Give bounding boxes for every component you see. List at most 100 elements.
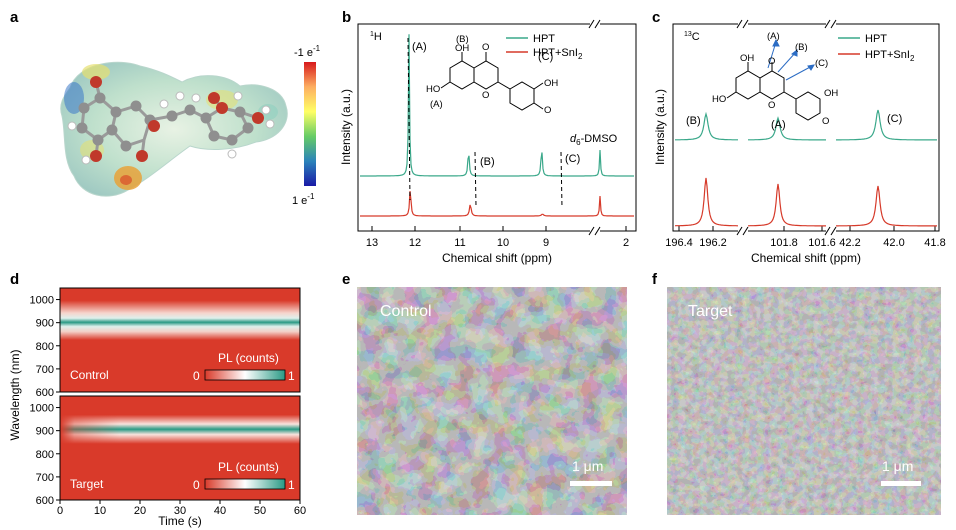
tick-label: 60	[294, 505, 306, 517]
sem-control-scale-bar	[570, 481, 612, 486]
axis-break-b	[588, 19, 601, 236]
tick-label: 2	[623, 237, 629, 249]
mol-b-o3: O	[544, 105, 551, 116]
tick-label: 12	[409, 237, 421, 249]
series-hpt-c	[675, 109, 937, 141]
spectrum-segment	[674, 177, 738, 227]
sem-control-scale-label: 1 μm	[572, 458, 603, 474]
nmr-c-xticks: 196.4 196.2 101.8 101.6 42.2 42.0 41.8	[665, 226, 946, 249]
spectrum-segment	[836, 109, 937, 141]
solvent-d: d	[570, 133, 577, 145]
heatmap-control-label: Control	[70, 368, 109, 382]
mol-c-label-b: (B)	[795, 42, 808, 53]
mol-b-label-c: (C)	[538, 51, 553, 63]
peak-label-c-b: (C)	[565, 153, 580, 165]
panel-letter-d: d	[10, 271, 19, 288]
tick-label: 1000	[30, 403, 54, 415]
panel-f: f Target 1 μm	[652, 271, 941, 515]
mol-b-label-b: (B)	[456, 34, 469, 45]
heatmap-ylabel: Wavelength (nm)	[8, 350, 22, 441]
svg-text:-1 e-1: -1 e-1	[294, 44, 321, 59]
nmr-h-xticks: 13 12 11 10 9 2	[366, 226, 629, 249]
pl-colorbar-min-bottom: 0	[193, 478, 200, 492]
panel-letter-a: a	[10, 9, 19, 26]
peak-guide-lines-b	[407, 37, 563, 209]
tick-label: 0	[57, 505, 63, 517]
tick-label: 10	[94, 505, 106, 517]
colorbar-top-label: -1 e	[294, 47, 313, 59]
nmr-c-ylabel: Intensity (a.u.)	[653, 89, 667, 165]
tick-label: 196.4	[665, 237, 693, 249]
tick-label: 42.0	[883, 237, 904, 249]
axis-breaks-c	[736, 19, 837, 236]
tick-label: 700	[36, 472, 54, 484]
mol-c-label-c: (C)	[815, 58, 828, 69]
svg-text:d6-DMSO: d6-DMSO	[570, 133, 618, 147]
mol-c-arrows	[767, 38, 815, 81]
tick-label: 9	[543, 237, 549, 249]
tick-label: 13	[366, 237, 378, 249]
tick-label: 700	[36, 364, 54, 376]
heatmap-target-yticks: 1000 900 800 700 600	[30, 403, 60, 507]
molecule-atoms	[67, 76, 275, 165]
legend-b: HPT HPT+SnI2	[506, 33, 583, 61]
spectrum-segment	[748, 183, 826, 227]
nucleus-sup-b: 1	[370, 31, 374, 38]
peak-label-b-b: (B)	[480, 156, 495, 168]
tick-label: 600	[36, 387, 54, 399]
mol-c-label-a: (A)	[767, 31, 780, 42]
mol-c-o1: O	[768, 56, 775, 67]
pl-colorbar-max-top: 1	[288, 369, 295, 383]
mol-c-o2: O	[768, 100, 775, 111]
series-hpt-sni2-line	[360, 191, 634, 217]
tick-label: 101.6	[808, 237, 836, 249]
sem-target-label: Target	[688, 303, 733, 320]
heatmap-xticks: 0 10 20 30 40 50 60	[57, 500, 306, 517]
panel-letter-b: b	[342, 9, 351, 26]
pl-colorbar-top: PL (counts) 0 1	[193, 351, 295, 383]
tick-label: 600	[36, 495, 54, 507]
peak-label-c-c: (C)	[887, 113, 902, 125]
nmr-c-xlabel: Chemical shift (ppm)	[751, 251, 861, 265]
peak-label-a-c: (A)	[771, 119, 786, 131]
pl-colorbar-title-top: PL (counts)	[218, 351, 279, 365]
legend-hpt-label: HPT	[533, 33, 555, 45]
tick-label: 50	[254, 505, 266, 517]
svg-text:HPT+SnI2: HPT+SnI2	[865, 49, 915, 63]
solvent-label: -DMSO	[581, 133, 618, 145]
nmr-h-axes-frame	[357, 23, 637, 232]
sem-target-scale-label: 1 μm	[882, 458, 913, 474]
solvent-sub: 6	[576, 138, 581, 147]
sem-image-control	[357, 287, 627, 515]
peak-label-a-b: (A)	[412, 41, 427, 53]
series-hpt-line	[360, 34, 634, 177]
tick-label: 196.2	[699, 237, 727, 249]
mol-b-oh1: OH	[455, 43, 469, 54]
tick-label: 1000	[30, 295, 54, 307]
mol-c-oh1: OH	[740, 53, 754, 64]
tick-label: 30	[174, 505, 186, 517]
nmr-c-axes-frame	[672, 23, 940, 232]
mol-b-oh3: OH	[544, 78, 558, 89]
tick-label: 41.8	[924, 237, 945, 249]
panel-b: b 1H Intensity (a.u.) Chemical shift (pp…	[339, 9, 637, 265]
tick-label: 42.2	[839, 237, 860, 249]
panel-a: a	[10, 9, 321, 207]
panel-letter-f: f	[652, 271, 658, 288]
mol-c-oh2: OH	[824, 88, 838, 99]
pl-colorbar-title-bottom: PL (counts)	[218, 460, 279, 474]
mol-b-o2: O	[482, 90, 489, 101]
nucleus-sup-c: 13	[684, 31, 692, 38]
molecule-structure-b	[440, 52, 544, 111]
tick-label: 900	[36, 318, 54, 330]
legend-hpt-sni2-label: HPT+SnI	[533, 47, 578, 59]
heatmap-control-yticks: 1000 900 800 700 600	[30, 295, 60, 399]
panel-c: c 13C Intensity (a.u.) Chemical shift (p…	[652, 9, 946, 265]
heatmap-target-label: Target	[70, 477, 104, 491]
panel-e: e Control 1 μm	[342, 271, 627, 515]
panel-letter-e: e	[342, 271, 350, 288]
spectrum-segment	[748, 116, 826, 141]
legend-c-hpt-sni2-sub: 2	[910, 54, 915, 63]
